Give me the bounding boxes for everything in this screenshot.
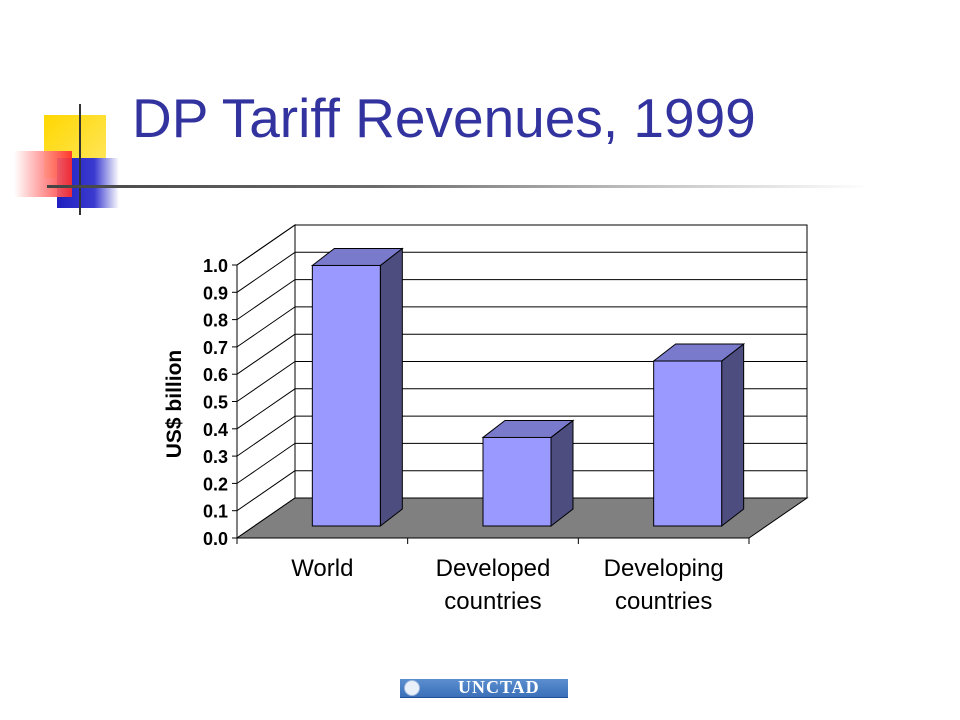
y-tick-label: 0.6	[203, 365, 228, 385]
y-tick-label: 0.3	[203, 447, 228, 467]
gridline-side	[236, 224, 296, 266]
gridline-side	[236, 333, 296, 375]
x-tick-labels: World Developed countries Developing countri…	[291, 555, 724, 615]
chart-bars	[310, 247, 746, 528]
x-category-label-line: Developing	[604, 555, 724, 582]
gridline-side	[236, 279, 296, 321]
title-divider	[47, 185, 870, 188]
x-category-label: World	[291, 555, 353, 582]
bar-side-face	[379, 247, 403, 528]
y-tick-label: 0.5	[203, 393, 228, 413]
gridline-side	[236, 388, 296, 430]
unctad-logo	[400, 679, 568, 698]
slide-title: DP Tariff Revenues, 1999	[132, 87, 756, 149]
footer-logo-text: UNCTAD	[458, 677, 540, 697]
bar-2	[481, 419, 575, 528]
x-category-label: Developing countries	[604, 555, 724, 615]
y-tick-label: 0.4	[203, 420, 228, 440]
bar-front-face	[653, 360, 723, 527]
y-tick-label: 0.8	[203, 311, 228, 331]
bar-side-face	[550, 419, 574, 528]
x-category-label-line: countries	[444, 588, 541, 615]
bar-front-face	[311, 264, 381, 527]
bar-1	[310, 247, 404, 528]
x-category-label: Developed countries	[436, 555, 551, 615]
bar-side-face	[721, 342, 745, 528]
bar-front-face	[482, 436, 552, 527]
y-tick-label: 0.1	[203, 502, 228, 522]
y-tick-label: 0.2	[203, 474, 228, 494]
gridline-side	[236, 361, 296, 402]
x-category-label-line: Developed	[436, 555, 551, 582]
un-emblem-icon	[404, 680, 420, 696]
gridline-side	[236, 306, 296, 348]
decor-red-block	[14, 151, 72, 197]
gridline-side	[236, 415, 296, 457]
gridline-side	[236, 251, 296, 293]
y-tick-labels: 0.0 0.1 0.2 0.3 0.4 0.5 0.6 0.7 0.8 0.9 1.0	[203, 256, 237, 549]
x-category-label-line: countries	[615, 588, 712, 615]
y-axis-label: US$ billion	[163, 350, 186, 459]
y-tick-label: 0.9	[203, 283, 228, 303]
gridline-side	[236, 442, 296, 484]
decor-vertical-line	[79, 104, 81, 215]
bar-3	[652, 342, 746, 528]
gridline-side	[236, 470, 296, 512]
y-tick-label: 0.0	[203, 529, 228, 549]
y-tick-label: 0.7	[203, 338, 228, 358]
y-tick-label: 1.0	[203, 256, 228, 276]
x-category-label-line: World	[291, 555, 353, 582]
